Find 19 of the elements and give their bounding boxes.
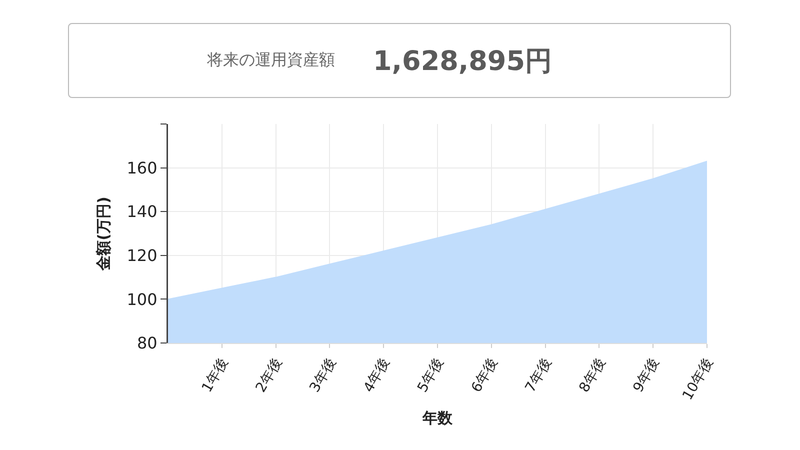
y-tick-label: 80 [136,334,158,353]
x-tick-label: 7年後 [522,355,555,396]
x-tick-label: 9年後 [630,355,663,396]
x-tick-label: 5年後 [414,355,448,396]
x-tick-label: 2年後 [253,355,286,396]
x-tick-label: 3年後 [306,355,340,396]
x-axis-title: 年数 [422,408,454,427]
x-tick-label: 1年後 [199,355,232,396]
x-tick-label: 10年後 [680,355,717,403]
y-axis-title: 金額(万円) [94,196,112,272]
y-tick-label: 100 [126,290,158,309]
x-tick-label: 4年後 [360,355,394,396]
chart-title: 将来の運用資産額 [206,50,335,71]
y-tick-label: 120 [126,246,158,265]
y-tick-label: 160 [126,158,158,178]
y-tick-label: 140 [126,202,158,222]
x-tick-label: 8年後 [576,355,609,396]
x-tick-label: 6年後 [468,355,501,396]
text: 1,628,895円 [372,44,552,78]
